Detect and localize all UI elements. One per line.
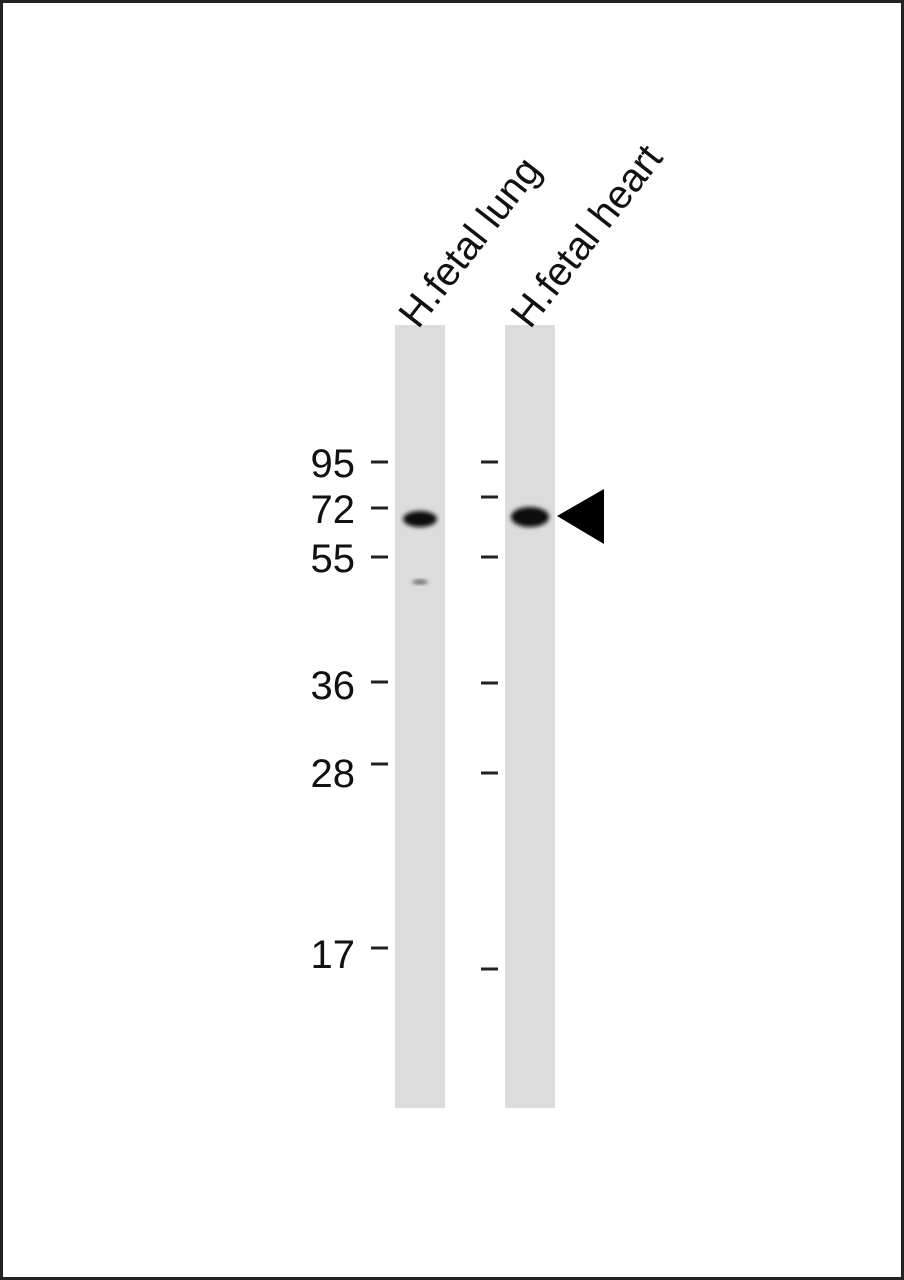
- marker-label: 36: [311, 664, 356, 708]
- lane: [395, 325, 445, 1108]
- marker-label: 72: [311, 488, 356, 532]
- marker-ticks: [371, 460, 498, 971]
- marker-labels: 95 72 55 36 28 17: [311, 442, 356, 977]
- lane: [505, 325, 555, 1108]
- band: [412, 580, 428, 584]
- marker-label: 17: [311, 933, 356, 977]
- band: [511, 507, 549, 527]
- marker-label: 28: [311, 752, 356, 796]
- marker-label: 95: [311, 442, 356, 486]
- arrow: [557, 489, 604, 544]
- band: [403, 511, 437, 527]
- marker-label: 55: [311, 537, 356, 581]
